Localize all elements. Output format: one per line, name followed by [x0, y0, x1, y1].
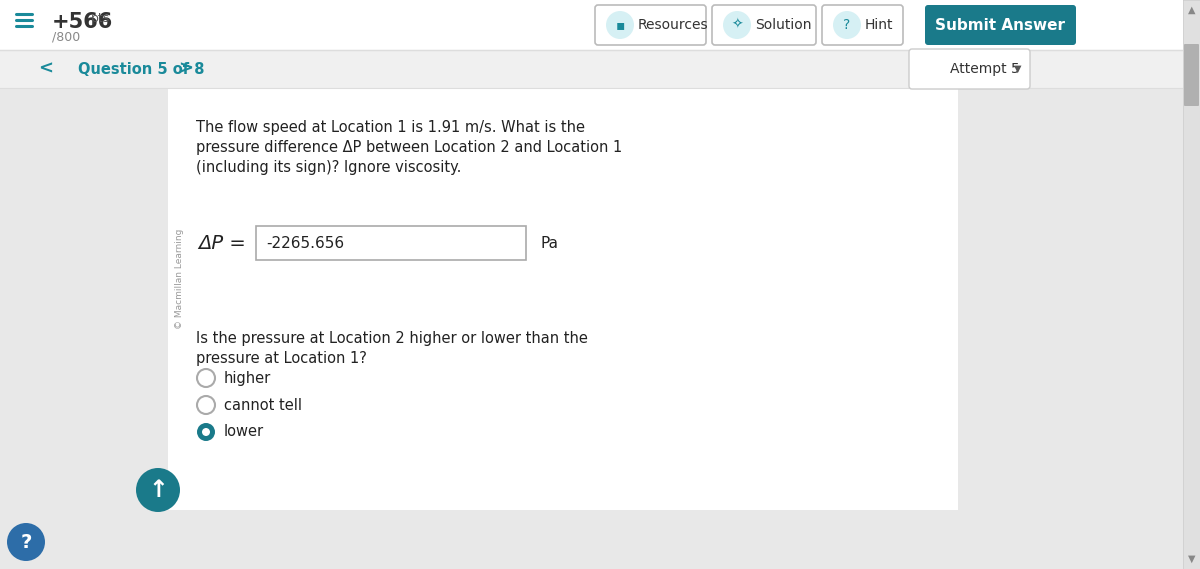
Text: Resources: Resources [638, 18, 709, 32]
Circle shape [833, 11, 862, 39]
Text: (including its sign)? Ignore viscosity.: (including its sign)? Ignore viscosity. [196, 160, 461, 175]
Text: lower: lower [224, 424, 264, 439]
Circle shape [7, 523, 46, 561]
Polygon shape [168, 88, 958, 510]
Text: pts: pts [91, 12, 110, 25]
Polygon shape [1183, 0, 1200, 569]
Text: Submit Answer: Submit Answer [935, 18, 1066, 32]
Text: pressure difference ΔP between Location 2 and Location 1: pressure difference ΔP between Location … [196, 140, 623, 155]
Polygon shape [0, 0, 1200, 50]
Text: © Macmillan Learning: © Macmillan Learning [174, 229, 184, 329]
Text: >: > [179, 60, 193, 78]
Text: Solution: Solution [755, 18, 811, 32]
FancyBboxPatch shape [712, 5, 816, 45]
Text: Pa: Pa [541, 236, 559, 250]
Circle shape [197, 396, 215, 414]
Circle shape [606, 11, 634, 39]
Text: ▼: ▼ [1014, 64, 1021, 74]
Text: ▼: ▼ [1188, 554, 1195, 564]
Text: /800: /800 [52, 30, 80, 43]
Circle shape [202, 428, 210, 436]
FancyBboxPatch shape [910, 49, 1030, 89]
Circle shape [136, 468, 180, 512]
Text: ▪: ▪ [616, 18, 625, 32]
Text: ↑: ↑ [148, 478, 168, 502]
Text: ?: ? [20, 533, 31, 551]
Text: ?: ? [844, 18, 851, 32]
FancyBboxPatch shape [595, 5, 706, 45]
Text: Question 5 of 8: Question 5 of 8 [78, 61, 204, 76]
FancyBboxPatch shape [256, 226, 526, 260]
Text: <: < [38, 60, 54, 78]
Text: pressure at Location 1?: pressure at Location 1? [196, 351, 367, 366]
Text: -2265.656: -2265.656 [266, 236, 344, 250]
Text: ▲: ▲ [1188, 5, 1195, 15]
Text: ΔP =: ΔP = [198, 233, 246, 253]
Circle shape [197, 423, 215, 441]
Text: The flow speed at Location 1 is 1.91 m/s. What is the: The flow speed at Location 1 is 1.91 m/s… [196, 120, 586, 135]
Circle shape [722, 11, 751, 39]
Text: higher: higher [224, 370, 271, 386]
Text: cannot tell: cannot tell [224, 398, 302, 413]
Polygon shape [0, 50, 1200, 88]
FancyBboxPatch shape [822, 5, 904, 45]
FancyBboxPatch shape [1184, 44, 1199, 106]
Text: Hint: Hint [865, 18, 894, 32]
Text: +566: +566 [52, 12, 113, 32]
Text: Is the pressure at Location 2 higher or lower than the: Is the pressure at Location 2 higher or … [196, 331, 588, 346]
Circle shape [197, 369, 215, 387]
Text: Attempt 5: Attempt 5 [950, 62, 1020, 76]
Text: ✧: ✧ [731, 18, 743, 32]
FancyBboxPatch shape [925, 5, 1076, 45]
